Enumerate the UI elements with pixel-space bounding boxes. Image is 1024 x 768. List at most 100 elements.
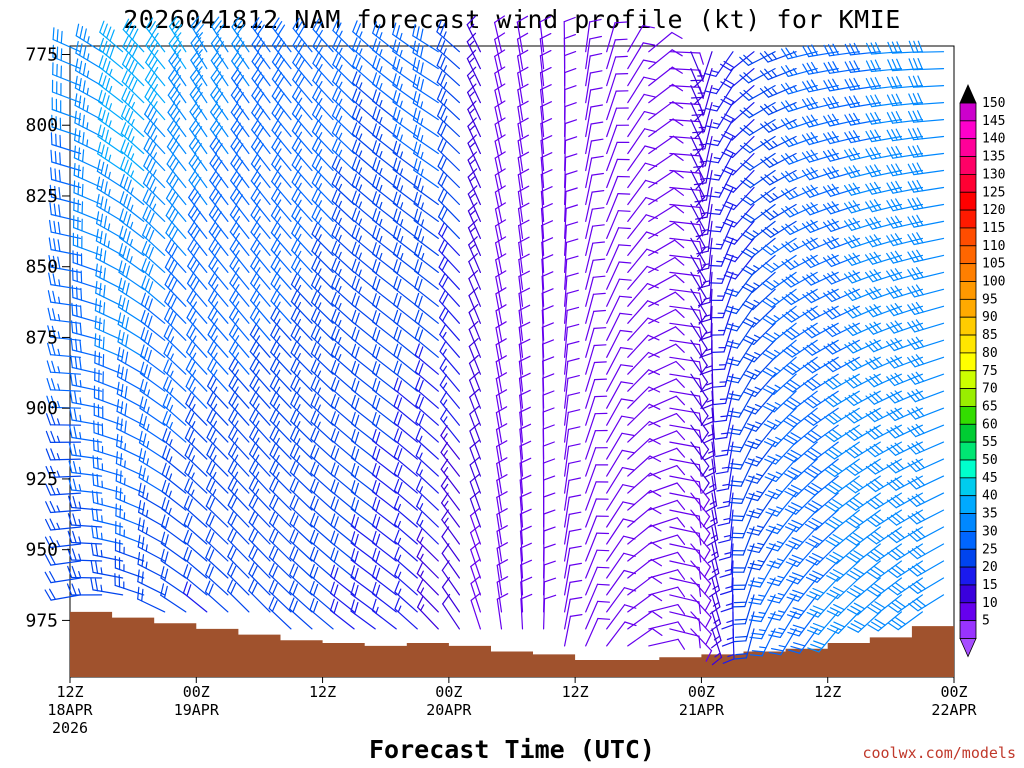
barb-feather	[295, 72, 303, 84]
barb-feather	[269, 443, 276, 456]
barb-feather	[371, 480, 377, 493]
wind-barb	[292, 51, 313, 87]
barb-feather	[351, 173, 357, 186]
barb-feather	[192, 71, 201, 82]
barb-feather	[251, 85, 259, 97]
barb-half-feather	[275, 420, 280, 428]
barb-feather	[252, 327, 260, 339]
barb-feather	[252, 293, 260, 305]
barb-half-feather	[296, 318, 301, 326]
barb-feather	[371, 496, 377, 510]
wind-barb	[161, 514, 187, 545]
barb-feather	[142, 172, 149, 184]
barb-half-feather	[152, 169, 157, 177]
wind-barb	[372, 123, 397, 155]
wind-barb	[46, 342, 82, 358]
barb-feather	[73, 180, 76, 194]
barb-feather	[123, 159, 129, 172]
barb-half-feather	[256, 250, 261, 257]
barb-feather	[294, 225, 301, 238]
barb-feather	[375, 567, 381, 581]
barb-feather	[375, 125, 381, 139]
barb-feather	[120, 383, 124, 397]
barb-feather	[331, 326, 337, 339]
barb-feather	[72, 530, 77, 544]
barb-feather	[142, 433, 147, 446]
barb-feather	[597, 617, 611, 620]
wind-barb	[92, 437, 124, 460]
barb-half-feather	[317, 404, 321, 412]
barb-feather	[82, 97, 86, 111]
barb-feather	[105, 43, 111, 56]
barb-half-feather	[698, 143, 707, 146]
barb-feather	[209, 118, 218, 130]
barb-half-feather	[107, 206, 111, 214]
barb-feather	[191, 173, 199, 185]
barb-feather	[269, 477, 276, 490]
barb-feather	[355, 193, 361, 206]
wind-barb	[269, 477, 292, 511]
barb-feather	[294, 191, 302, 204]
barb-feather	[74, 391, 78, 404]
barb-feather	[314, 277, 321, 289]
barb-feather	[331, 291, 337, 304]
wind-barb	[186, 324, 208, 358]
barb-feather	[354, 397, 360, 410]
barb-feather	[168, 33, 177, 45]
wind-barb	[371, 496, 397, 528]
barb-half-feather	[146, 441, 150, 449]
barb-feather	[194, 74, 204, 86]
wind-barb	[229, 255, 250, 290]
barb-feather	[208, 583, 214, 596]
barb-feather	[371, 446, 377, 459]
barb-feather	[354, 261, 360, 274]
barb-feather	[271, 85, 279, 97]
barb-feather	[204, 580, 211, 593]
barb-feather	[371, 429, 377, 442]
barb-feather	[146, 140, 153, 153]
wind-barb	[143, 137, 166, 172]
wind-barb	[162, 445, 187, 477]
barb-feather	[334, 346, 340, 359]
barb-feather	[142, 416, 147, 429]
barb-feather	[143, 329, 149, 343]
barb-half-feather	[86, 122, 89, 130]
barb-feather	[211, 241, 219, 254]
barb-feather	[235, 160, 244, 172]
barb-half-feather	[108, 103, 113, 111]
barb-feather	[708, 247, 722, 250]
barb-feather	[187, 238, 195, 250]
wind-barb	[118, 260, 145, 290]
barb-feather	[210, 67, 219, 79]
barb-feather	[315, 89, 322, 102]
barb-half-feather	[337, 285, 342, 293]
barb-feather	[272, 429, 279, 442]
barb-feather	[231, 16, 240, 28]
barb-feather	[164, 568, 169, 582]
barb-feather	[125, 317, 129, 330]
barb-feather	[228, 426, 235, 438]
barb-feather	[375, 211, 381, 224]
barb-half-feather	[358, 65, 363, 73]
wind-barb	[271, 153, 292, 189]
barb-feather	[311, 205, 318, 218]
wind-barb	[392, 123, 418, 155]
barb-feather	[314, 192, 321, 204]
wind-barb	[250, 187, 271, 222]
wind-barb	[270, 221, 292, 256]
barb-feather	[188, 187, 196, 199]
barb-feather	[311, 291, 317, 303]
barb-feather	[120, 122, 127, 135]
barb-feather	[193, 245, 201, 257]
barb-feather	[372, 89, 377, 102]
barb-feather	[311, 171, 318, 184]
barb-half-feather	[78, 518, 82, 527]
wind-barb	[291, 102, 313, 138]
barb-feather	[144, 278, 150, 291]
barb-feather	[314, 345, 320, 358]
wind-barb	[290, 375, 313, 409]
barb-feather	[350, 497, 356, 510]
barb-feather	[375, 584, 381, 598]
barb-feather	[372, 293, 377, 306]
barb-feather	[355, 74, 361, 87]
